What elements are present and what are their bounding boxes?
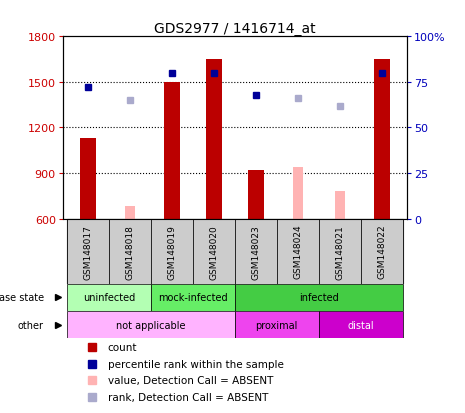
- Bar: [151, 219, 193, 284]
- Text: GSM148023: GSM148023: [251, 224, 260, 279]
- Bar: [109, 219, 151, 284]
- Bar: [125, 207, 135, 219]
- Text: GSM148021: GSM148021: [335, 224, 344, 279]
- Bar: [193, 219, 235, 284]
- Text: rank, Detection Call = ABSENT: rank, Detection Call = ABSENT: [107, 392, 268, 401]
- Bar: [235, 219, 277, 284]
- Text: GSM148019: GSM148019: [167, 224, 176, 279]
- Bar: [248, 171, 264, 219]
- Text: GSM148017: GSM148017: [83, 224, 93, 279]
- Text: infected: infected: [299, 293, 339, 303]
- Text: GSM148024: GSM148024: [293, 224, 302, 279]
- Text: proximal: proximal: [256, 320, 298, 330]
- Text: mock-infected: mock-infected: [158, 293, 228, 303]
- Bar: [67, 311, 235, 339]
- Bar: [277, 219, 319, 284]
- Bar: [67, 284, 151, 311]
- Text: count: count: [107, 342, 137, 352]
- Bar: [319, 311, 403, 339]
- Bar: [80, 139, 96, 219]
- Text: GSM148018: GSM148018: [126, 224, 134, 279]
- Bar: [164, 83, 180, 219]
- Text: distal: distal: [347, 320, 374, 330]
- Bar: [151, 284, 235, 311]
- Bar: [292, 168, 303, 219]
- Text: other: other: [18, 320, 44, 330]
- Text: uninfected: uninfected: [83, 293, 135, 303]
- Bar: [319, 219, 361, 284]
- Bar: [374, 60, 390, 219]
- Text: GSM148020: GSM148020: [209, 224, 219, 279]
- Text: disease state: disease state: [0, 293, 44, 303]
- Bar: [206, 60, 222, 219]
- Text: percentile rank within the sample: percentile rank within the sample: [107, 359, 283, 369]
- Text: not applicable: not applicable: [116, 320, 186, 330]
- Title: GDS2977 / 1416714_at: GDS2977 / 1416714_at: [154, 22, 316, 36]
- Bar: [235, 311, 319, 339]
- Text: GSM148022: GSM148022: [377, 224, 386, 279]
- Bar: [235, 284, 403, 311]
- Bar: [67, 219, 109, 284]
- Bar: [361, 219, 403, 284]
- Text: value, Detection Call = ABSENT: value, Detection Call = ABSENT: [107, 375, 273, 385]
- Bar: [334, 192, 345, 219]
